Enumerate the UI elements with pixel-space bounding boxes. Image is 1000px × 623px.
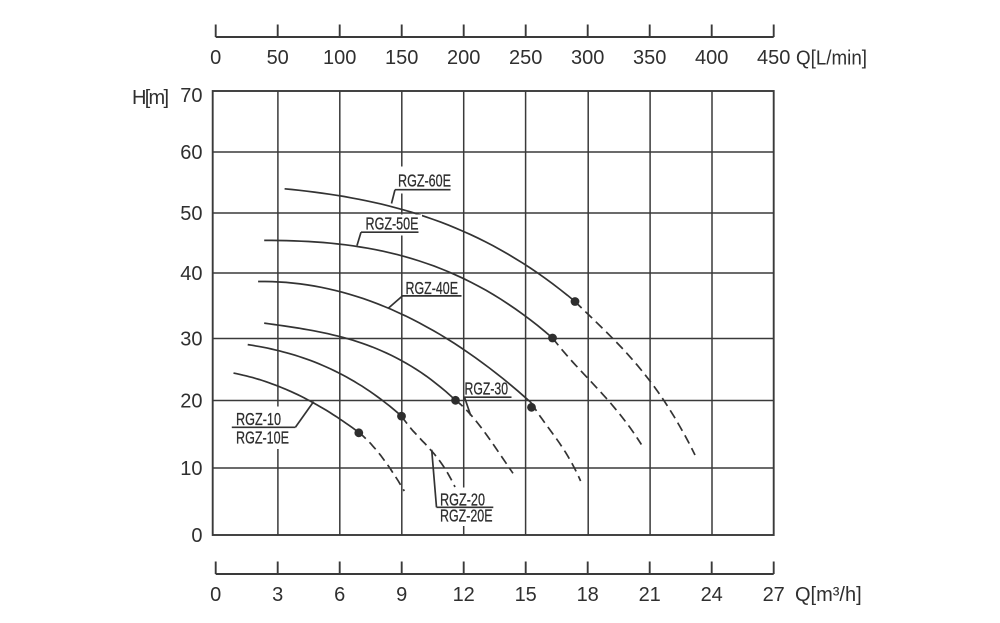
svg-text:450: 450 xyxy=(757,47,790,69)
svg-text:18: 18 xyxy=(577,584,599,606)
svg-text:27: 27 xyxy=(763,584,785,606)
svg-text:40: 40 xyxy=(180,263,202,285)
svg-text:12: 12 xyxy=(453,584,475,606)
svg-text:100: 100 xyxy=(323,47,356,69)
svg-text:20: 20 xyxy=(180,391,202,413)
svg-text:3: 3 xyxy=(272,584,283,606)
svg-text:350: 350 xyxy=(633,47,666,69)
svg-text:60: 60 xyxy=(180,142,202,164)
svg-text:H[m]: H[m] xyxy=(132,87,169,109)
svg-text:10: 10 xyxy=(180,458,202,480)
svg-text:400: 400 xyxy=(695,47,728,69)
svg-text:150: 150 xyxy=(385,47,418,69)
svg-text:RGZ-60E: RGZ-60E xyxy=(398,170,451,190)
svg-text:Q[L/min]: Q[L/min] xyxy=(796,48,867,70)
svg-text:9: 9 xyxy=(396,584,407,606)
svg-text:0: 0 xyxy=(210,584,221,606)
svg-text:RGZ-10E: RGZ-10E xyxy=(236,428,289,448)
svg-text:50: 50 xyxy=(180,203,202,225)
svg-text:15: 15 xyxy=(515,584,537,606)
svg-text:24: 24 xyxy=(701,584,723,606)
svg-text:RGZ-50E: RGZ-50E xyxy=(366,214,419,234)
svg-text:300: 300 xyxy=(571,47,604,69)
svg-text:70: 70 xyxy=(180,85,202,107)
svg-text:RGZ-40E: RGZ-40E xyxy=(406,278,459,298)
svg-text:RGZ-10: RGZ-10 xyxy=(236,409,281,429)
svg-text:0: 0 xyxy=(210,47,221,69)
svg-text:21: 21 xyxy=(639,584,661,606)
svg-text:RGZ-30: RGZ-30 xyxy=(465,379,509,399)
svg-text:30: 30 xyxy=(180,329,202,351)
svg-text:RGZ-20: RGZ-20 xyxy=(440,489,485,509)
svg-text:250: 250 xyxy=(509,47,542,69)
svg-text:6: 6 xyxy=(334,584,345,606)
svg-text:50: 50 xyxy=(267,47,289,69)
svg-text:RGZ-20E: RGZ-20E xyxy=(440,505,493,525)
svg-text:0: 0 xyxy=(191,525,202,547)
svg-text:Q[m³/h]: Q[m³/h] xyxy=(795,584,862,606)
svg-text:200: 200 xyxy=(447,47,480,69)
